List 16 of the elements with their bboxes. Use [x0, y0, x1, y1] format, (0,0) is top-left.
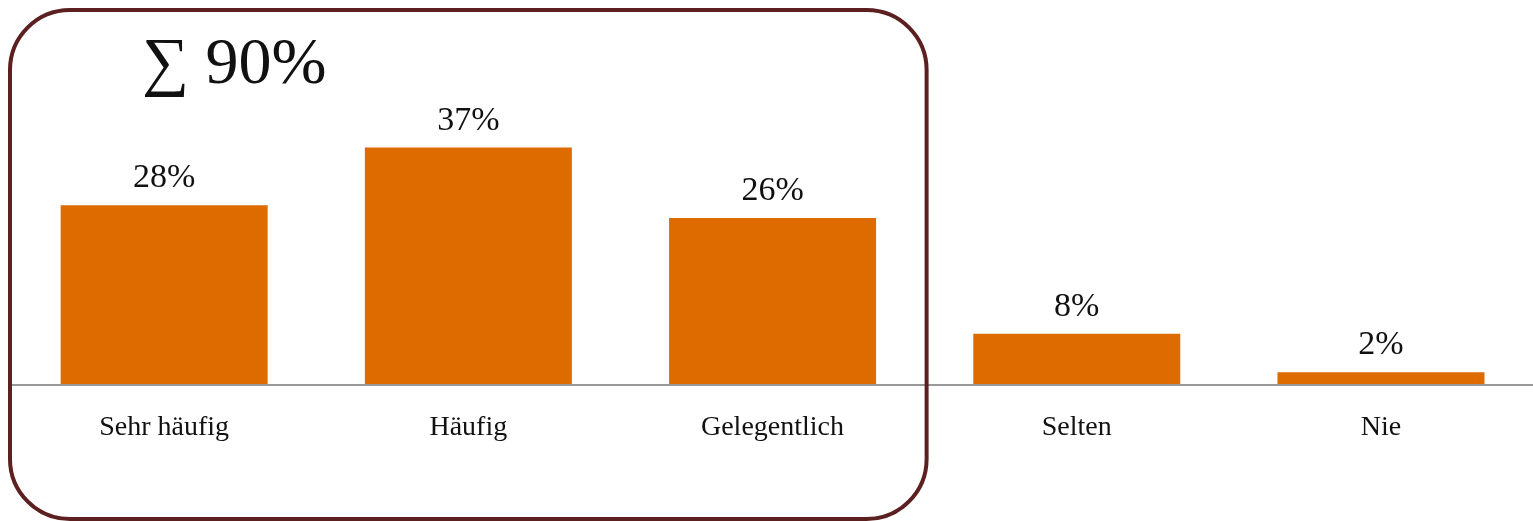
x-tick-label: Selten: [1041, 409, 1112, 441]
bar: [669, 218, 877, 385]
text: ∑ 90%: [142, 24, 327, 97]
bar: [1277, 372, 1485, 385]
x-tick-label: Häufig: [429, 409, 508, 441]
data-label: 26%: [741, 170, 804, 208]
x-tick-label: Nie: [1360, 409, 1402, 441]
bar: [364, 147, 572, 385]
x-tick-label: Gelegentlich: [700, 409, 845, 441]
data-label: 28%: [133, 157, 196, 195]
data-label: 8%: [1054, 285, 1100, 323]
bar: [973, 333, 1181, 385]
x-tick-label: Sehr häufig: [99, 409, 230, 441]
data-label: 2%: [1358, 324, 1404, 362]
bar: [60, 205, 268, 385]
data-label: 37%: [437, 99, 500, 137]
